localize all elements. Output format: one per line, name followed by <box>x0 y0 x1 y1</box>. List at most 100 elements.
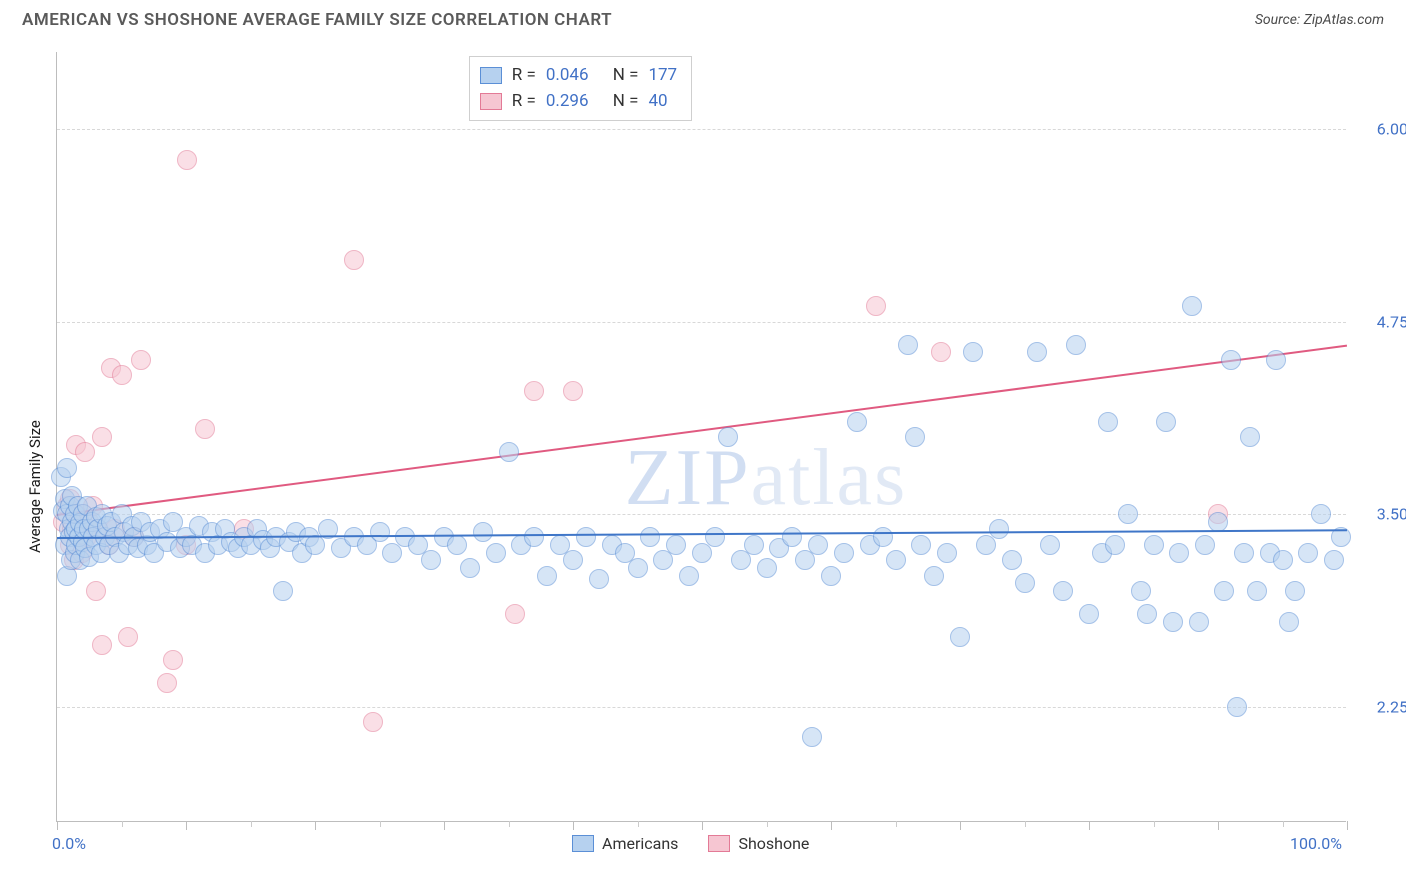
americans-marker <box>499 442 519 462</box>
americans-marker <box>911 535 931 555</box>
americans-marker <box>421 550 441 570</box>
gridline <box>57 322 1346 323</box>
legend-item-shoshone: Shoshone <box>708 834 809 853</box>
americans-marker <box>537 566 557 586</box>
americans-marker <box>1105 535 1125 555</box>
americans-marker <box>950 627 970 647</box>
shoshone-marker <box>344 250 364 270</box>
americans-marker <box>782 527 802 547</box>
americans-marker <box>57 458 77 478</box>
x-tick <box>1347 821 1348 830</box>
shoshone-marker <box>505 604 525 624</box>
gridline <box>57 707 1346 708</box>
x-tick <box>831 821 832 830</box>
x-tick-minor <box>767 821 768 827</box>
americans-marker <box>1240 427 1260 447</box>
americans-marker <box>1182 296 1202 316</box>
americans-marker <box>679 566 699 586</box>
americans-marker <box>576 527 596 547</box>
legend-row-shoshone: R = 0.296 N = 40 <box>480 89 677 115</box>
y-tick-label: 4.75 <box>1352 312 1406 331</box>
americans-marker <box>1279 612 1299 632</box>
swatch-americans-icon <box>572 835 594 852</box>
swatch-americans-icon <box>480 67 502 84</box>
chart-container: AMERICAN VS SHOSHONE AVERAGE FAMILY SIZE… <box>0 0 1406 892</box>
americans-marker <box>1189 612 1209 632</box>
shoshone-marker <box>195 419 215 439</box>
americans-marker <box>1169 543 1189 563</box>
americans-marker <box>1247 581 1267 601</box>
americans-marker <box>473 522 493 542</box>
americans-marker <box>1002 550 1022 570</box>
americans-marker <box>1234 543 1254 563</box>
x-axis-start-label: 0.0% <box>52 834 86 853</box>
americans-marker <box>1324 550 1344 570</box>
x-tick-minor <box>509 821 510 827</box>
americans-marker <box>1118 504 1138 524</box>
shoshone-marker <box>92 635 112 655</box>
americans-marker <box>1027 342 1047 362</box>
shoshone-marker <box>866 296 886 316</box>
shoshone-marker <box>931 342 951 362</box>
gridline <box>57 514 1346 515</box>
americans-marker <box>1227 697 1247 717</box>
swatch-shoshone-icon <box>708 835 730 852</box>
legend-series: Americans Shoshone <box>572 834 809 853</box>
americans-marker <box>1273 550 1293 570</box>
shoshone-marker <box>157 673 177 693</box>
americans-marker <box>1066 335 1086 355</box>
americans-marker <box>718 427 738 447</box>
americans-marker <box>821 566 841 586</box>
americans-marker <box>834 543 854 563</box>
americans-marker <box>757 558 777 578</box>
americans-marker <box>886 550 906 570</box>
americans-marker <box>1311 504 1331 524</box>
shoshone-marker <box>86 581 106 601</box>
americans-marker <box>370 522 390 542</box>
shoshone-marker <box>563 381 583 401</box>
shoshone-marker <box>92 427 112 447</box>
x-tick-minor <box>1154 821 1155 827</box>
americans-marker <box>1156 412 1176 432</box>
americans-marker <box>1266 350 1286 370</box>
americans-marker <box>898 335 918 355</box>
shoshone-trendline <box>57 345 1347 516</box>
americans-marker <box>1015 573 1035 593</box>
shoshone-marker <box>177 150 197 170</box>
legend-row-americans: R = 0.046 N = 177 <box>480 63 677 89</box>
legend-item-americans: Americans <box>572 834 678 853</box>
americans-marker <box>924 566 944 586</box>
americans-marker <box>273 581 293 601</box>
americans-marker <box>1163 612 1183 632</box>
americans-marker <box>1053 581 1073 601</box>
americans-marker <box>563 550 583 570</box>
americans-marker <box>640 527 660 547</box>
shoshone-marker <box>163 650 183 670</box>
x-tick-minor <box>380 821 381 827</box>
americans-marker <box>963 342 983 362</box>
americans-marker <box>1214 581 1234 601</box>
americans-marker <box>802 727 822 747</box>
americans-marker <box>1098 412 1118 432</box>
americans-marker <box>589 569 609 589</box>
americans-marker <box>1040 535 1060 555</box>
y-tick-label: 3.50 <box>1352 505 1406 524</box>
x-tick-minor <box>251 821 252 827</box>
americans-marker <box>1131 581 1151 601</box>
plot-area: ZIPatlas 2.253.504.756.00 <box>56 52 1346 822</box>
shoshone-marker <box>524 381 544 401</box>
x-tick <box>1218 821 1219 830</box>
x-tick <box>573 821 574 830</box>
americans-marker <box>989 519 1009 539</box>
shoshone-marker <box>118 627 138 647</box>
americans-marker <box>905 427 925 447</box>
americans-marker <box>628 558 648 578</box>
x-axis-end-label: 100.0% <box>1290 834 1342 853</box>
x-tick-minor <box>122 821 123 827</box>
shoshone-marker <box>131 350 151 370</box>
chart-source: Source: ZipAtlas.com <box>1255 12 1384 28</box>
americans-marker <box>744 535 764 555</box>
x-tick <box>186 821 187 830</box>
americans-marker <box>705 527 725 547</box>
x-tick <box>1089 821 1090 830</box>
